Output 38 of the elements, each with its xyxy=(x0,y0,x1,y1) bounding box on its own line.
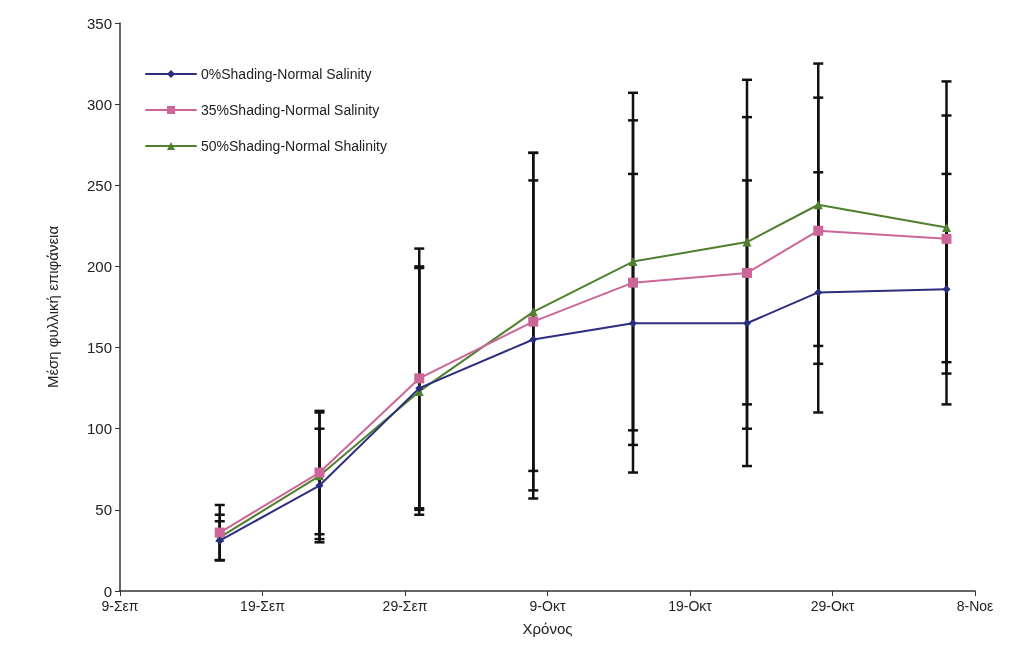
y-tick-label: 200 xyxy=(86,257,112,275)
y-tick-label: 150 xyxy=(86,339,112,357)
point xyxy=(414,373,425,384)
x-tick-label: 29-Σεπ xyxy=(382,598,428,614)
legend-label: 35%Shading-Normal Salinity xyxy=(201,102,380,118)
x-tick-label: 8-Νοε xyxy=(956,598,994,614)
point xyxy=(629,319,637,328)
point xyxy=(742,237,752,247)
x-tick-label: 9-Σεπ xyxy=(101,598,139,614)
point xyxy=(314,467,325,478)
x-tick-label: 19-Οκτ xyxy=(668,598,713,614)
x-tick-label: 19-Σεπ xyxy=(240,598,286,614)
point xyxy=(628,277,638,288)
point xyxy=(813,225,824,236)
x-axis-title: Χρόνος xyxy=(522,620,573,637)
point xyxy=(942,285,951,294)
legend-label: 50%Shading-Normal Shalinity xyxy=(201,138,387,154)
y-tick-label: 350 xyxy=(86,14,112,32)
point xyxy=(315,481,324,490)
point xyxy=(214,527,225,538)
point xyxy=(529,335,538,344)
y-axis-title: Μέση φυλλική επιφάνεια xyxy=(44,225,61,389)
point xyxy=(814,288,823,297)
point xyxy=(528,316,539,327)
point xyxy=(942,222,951,232)
y-tick-label: 300 xyxy=(86,95,112,113)
point xyxy=(742,267,752,278)
point xyxy=(743,319,751,328)
y-tick-label: 250 xyxy=(86,176,112,194)
point xyxy=(941,233,952,244)
legend-label: 0%Shading-Normal Salinity xyxy=(201,66,372,82)
y-tick-label: 50 xyxy=(95,501,112,519)
x-tick-label: 29-Οκτ xyxy=(810,598,855,614)
y-tick-label: 0 xyxy=(103,582,112,600)
y-tick-label: 100 xyxy=(86,420,112,438)
point xyxy=(215,536,224,545)
x-tick-label: 9-Οκτ xyxy=(529,598,566,614)
point xyxy=(628,257,638,267)
